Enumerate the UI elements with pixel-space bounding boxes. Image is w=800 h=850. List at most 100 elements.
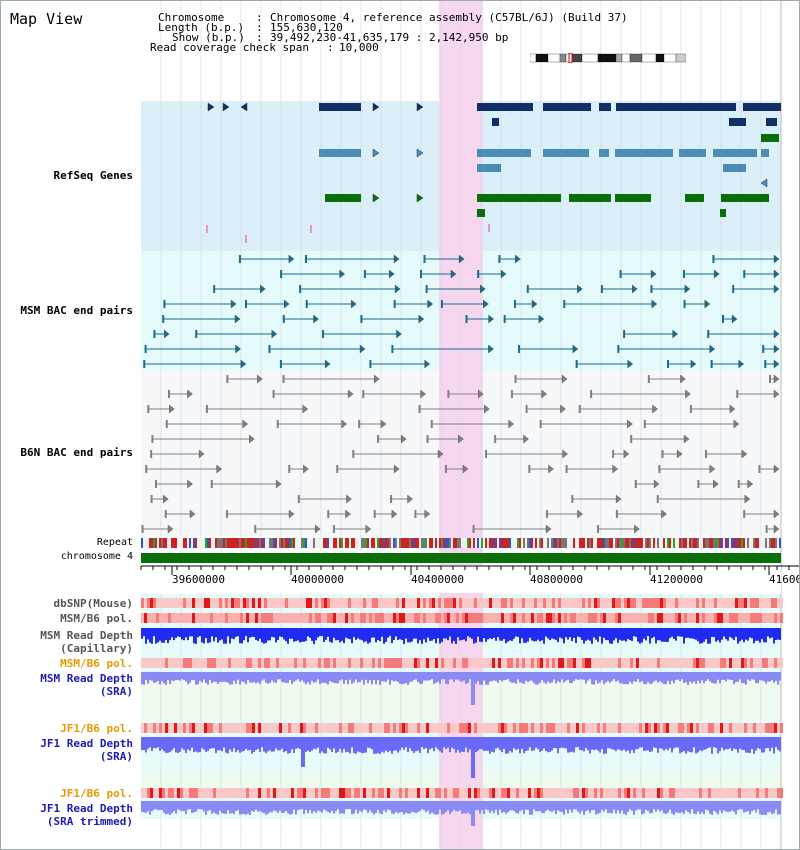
read-depth-bar (467, 737, 469, 753)
polymorphism-cell (630, 613, 633, 623)
polymorphism-cell (666, 658, 669, 668)
polymorphism-cell (765, 658, 768, 668)
read-depth-bar (257, 628, 259, 641)
repeat-element (779, 538, 781, 548)
read-depth-bar (273, 801, 275, 811)
repeat-element (557, 538, 559, 548)
read-depth-bar (207, 737, 209, 751)
polymorphism-cell (243, 598, 246, 608)
bac-end (150, 495, 153, 503)
read-depth-bar (551, 672, 553, 683)
bac-end (773, 374, 780, 384)
read-depth-bar (227, 672, 229, 683)
read-depth-bar (423, 672, 425, 681)
read-depth-bar (773, 672, 775, 683)
read-depth-bar (739, 801, 741, 810)
polymorphism-cell (261, 658, 264, 668)
polymorphism-cell (405, 598, 408, 608)
polymorphism-cell (567, 658, 570, 668)
read-depth-bar (359, 737, 361, 753)
polymorphism-cell (663, 788, 666, 798)
repeat-element (375, 538, 377, 548)
read-depth-bar (309, 737, 311, 753)
read-depth-bar (317, 672, 319, 680)
repeat-element (479, 538, 481, 548)
polymorphism-cell (162, 788, 165, 798)
read-depth-bar (733, 672, 735, 685)
polymorphism-cell (648, 613, 651, 623)
read-depth-bar (401, 672, 403, 685)
read-depth-bar (341, 672, 343, 680)
polymorphism-cell (483, 613, 486, 623)
polymorphism-cell (651, 598, 654, 608)
polymorphism-cell (732, 613, 735, 623)
read-depth-bar (485, 672, 487, 685)
bac-end (230, 299, 237, 309)
bac-end (394, 284, 401, 294)
repeat-element (521, 538, 523, 548)
bac-end (472, 525, 475, 533)
polymorphism-cell (636, 723, 639, 733)
read-depth-bar (361, 801, 363, 813)
read-depth-bar (663, 672, 665, 685)
read-depth-bar (691, 628, 693, 639)
read-depth-bar (317, 801, 319, 811)
read-depth-bar (315, 628, 317, 641)
polymorphism-cell (162, 613, 165, 623)
polymorphism-cell (246, 723, 249, 733)
read-depth-bar (541, 672, 543, 681)
polymorphism-cell (717, 723, 720, 733)
repeat-element (529, 538, 531, 548)
polymorphism-cell (516, 658, 519, 668)
read-depth-bar (385, 628, 387, 642)
read-depth-bar (413, 628, 415, 639)
read-depth-bar (347, 801, 349, 810)
read-depth-bar (729, 672, 731, 680)
read-depth-bar (225, 672, 227, 682)
read-depth-bar (261, 801, 263, 813)
read-depth-bar (653, 737, 655, 748)
repeat-element (573, 538, 575, 548)
polymorphism-cell (624, 788, 627, 798)
read-depth-bar (455, 628, 457, 644)
polymorphism-cell (366, 613, 369, 623)
polymorphism-cell (351, 613, 354, 623)
read-depth-bar (663, 628, 665, 642)
chromosome-ideogram[interactable] (530, 53, 686, 63)
polymorphism-cell (753, 613, 756, 623)
read-depth-bar (625, 801, 627, 815)
gene-exon (729, 118, 746, 126)
polymorphism-cell (231, 658, 234, 668)
polymorphism-cell (684, 723, 687, 733)
read-depth-bar (547, 801, 549, 810)
polymorphism-cell (666, 788, 669, 798)
read-depth-bar (155, 801, 157, 810)
repeat-element (683, 538, 685, 548)
repeat-element (513, 538, 515, 548)
polymorphism-cell (408, 613, 411, 623)
polymorphism-cell (141, 658, 144, 668)
polymorphism-cell (519, 598, 522, 608)
polymorphism-cell (162, 658, 165, 668)
polymorphism-cell (330, 788, 333, 798)
polymorphism-cell (174, 598, 177, 608)
bac-end (288, 254, 295, 264)
repeat-element (687, 538, 689, 548)
repeat-element (179, 538, 181, 548)
polymorphism-cell (255, 598, 258, 608)
read-depth-bar (369, 672, 371, 681)
read-depth-bar (235, 801, 237, 812)
polymorphism-cell (627, 613, 630, 623)
polymorphism-cell (564, 788, 567, 798)
polymorphism-cell (294, 723, 297, 733)
read-depth-bar (581, 737, 583, 751)
polymorphism-cell (657, 788, 660, 798)
read-depth-bar (345, 628, 347, 638)
read-depth-bar (213, 628, 215, 642)
read-depth-bar (769, 801, 771, 812)
read-depth-bar (687, 628, 689, 638)
read-depth-bar (217, 801, 219, 815)
bac-end (276, 420, 279, 428)
bac-end (773, 524, 780, 534)
